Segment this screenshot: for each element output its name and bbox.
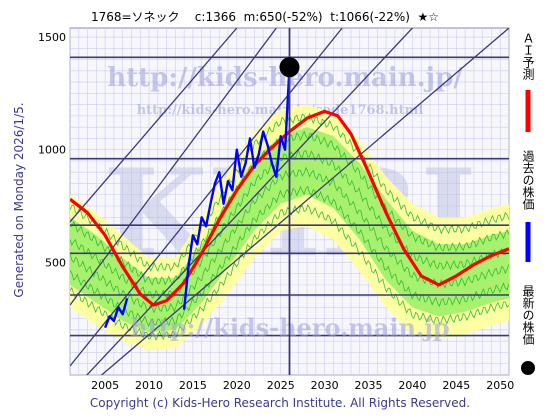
x-tick-label: 2005 xyxy=(91,379,119,392)
legend-label-latest-price: 最新の株価 xyxy=(521,285,535,345)
trend-line xyxy=(86,28,413,375)
trend-line xyxy=(70,28,277,306)
trend-line xyxy=(70,28,343,367)
past-price-line xyxy=(103,67,291,329)
copyright-footer: Copyright (c) Kids-Hero Research Institu… xyxy=(89,396,471,410)
x-tick-label: 2015 xyxy=(179,379,207,392)
legend-label-past-price: 過去の株価 xyxy=(521,150,535,210)
current-price-dot xyxy=(279,57,300,78)
band-inner xyxy=(70,127,509,333)
trend-line xyxy=(100,28,509,375)
x-tick-label: 2050 xyxy=(486,379,514,392)
legend-label-ai-forecast: ＡＩ予測 xyxy=(521,32,535,80)
x-tick-label: 2035 xyxy=(355,379,383,392)
chart-title: 1768=ソネック c:1366 m:650(-52%) t:1066(-22%… xyxy=(90,10,440,24)
x-tick-label: 2020 xyxy=(223,379,251,392)
y-tick-label: 1500 xyxy=(38,31,66,44)
trend-lines xyxy=(70,28,509,375)
x-tick-label: 2045 xyxy=(442,379,470,392)
trend-line xyxy=(70,28,238,223)
legend-marker-latest-price xyxy=(521,361,535,375)
y-axis-ticks: 500 1000 1500 xyxy=(38,31,66,269)
current-price-marker xyxy=(279,28,300,375)
generated-note-text: Generated on Monday 2026/1/5. xyxy=(12,102,26,298)
x-tick-label: 2040 xyxy=(398,379,426,392)
x-axis-ticks: 2005 2010 2015 2020 2025 2030 2035 2040 2045 2050 xyxy=(91,379,514,392)
y-tick-label: 500 xyxy=(45,256,66,269)
x-tick-label: 2010 xyxy=(135,379,163,392)
y-tick-label: 1000 xyxy=(38,144,66,157)
legend-markers xyxy=(521,90,535,375)
x-tick-label: 2025 xyxy=(267,379,295,392)
x-tick-label: 2030 xyxy=(311,379,339,392)
